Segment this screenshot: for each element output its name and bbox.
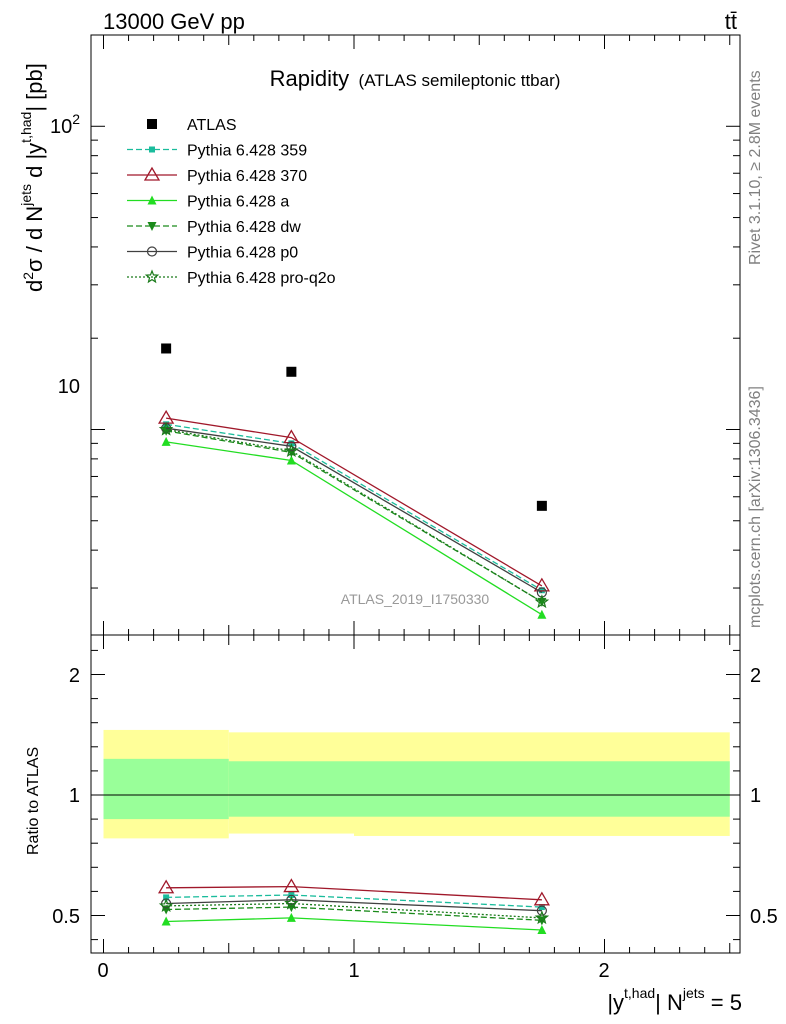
data-point-pythia-6-428-370-2 — [533, 577, 551, 592]
data-point-pythia-6-428-p0-1 — [286, 441, 297, 452]
ratio-ytick-label-left-2: 2 — [69, 665, 80, 687]
series-line-pythia-6-428-359 — [166, 423, 543, 591]
ratio-band-inner-bin-0 — [103, 758, 229, 820]
legend: ATLAS Pythia 6.428 359 Pythia 6.428 370 Pyt… — [127, 117, 336, 287]
chart-subtitle: (ATLAS semileptonic ttbar) — [359, 71, 561, 90]
ratio-point-pythia-6-428-359-0 — [163, 894, 170, 901]
ratio-point-pythia-6-428-359-2 — [538, 904, 545, 911]
legend-marker-pythia-6-428-dw — [147, 222, 157, 231]
series-line-pythia-6-428-370 — [166, 417, 543, 587]
data-point-pythia-6-428-pro-q2o-1 — [284, 443, 299, 458]
ratio-line-pythia-6-428-dw — [166, 906, 542, 921]
ratio-line-pythia-6-428-370 — [166, 885, 542, 901]
ratio-line-pythia-6-428-pro-q2o — [166, 902, 542, 919]
data-point-pythia-6-428-359-1 — [288, 440, 295, 447]
process-label: tt̄ — [725, 9, 737, 34]
ratio-line-pythia-6-428-359 — [166, 894, 542, 908]
ratio-bands — [103, 729, 730, 839]
series-line-pythia-6-428-pro-q2o — [165, 428, 543, 603]
energy-label: 13000 GeV pp — [103, 9, 245, 34]
data-point-pythia-6-428-370-1 — [283, 429, 300, 444]
ratio-ytick-label-right-0.5: 0.5 — [750, 906, 778, 928]
data-point-atlas-2 — [536, 500, 547, 511]
ratio-point-pythia-6-428-pro-q2o-1 — [284, 895, 299, 910]
ytick-label-100-base: 10 — [50, 116, 72, 138]
data-point-atlas-0 — [161, 343, 172, 354]
ratio-line-pythia-6-428-p0 — [166, 899, 542, 912]
x-axis-label: |yt,had| Njets = 5 — [607, 985, 742, 1015]
ratio-point-pythia-6-428-370-2 — [533, 891, 551, 906]
legend-label-pythia-6-428-pro-q2o: Pythia 6.428 pro-q2o — [187, 270, 336, 287]
ratio-point-pythia-6-428-370-0 — [157, 879, 175, 894]
main-x-ticks — [103, 35, 731, 635]
ratio-y-ticks — [91, 649, 740, 941]
legend-marker-pythia-6-428-pro-q2o — [144, 269, 160, 284]
ytick-label-100-exp: 2 — [72, 111, 80, 127]
data-point-pythia-6-428-a-0 — [161, 436, 171, 446]
series-line-pythia-6-428-a — [166, 441, 543, 616]
data-point-atlas-1 — [286, 366, 297, 377]
ratio-x-ticks — [103, 635, 731, 953]
ratio-point-pythia-6-428-a-2 — [537, 924, 547, 934]
data-point-pythia-6-428-pro-q2o-0 — [158, 421, 174, 436]
main-y-ticks — [91, 34, 740, 589]
legend-marker-pythia-6-428-370 — [143, 166, 161, 181]
ratio-ytick-label-right-1: 1 — [750, 785, 761, 807]
ratio-point-pythia-6-428-a-0 — [161, 916, 171, 926]
ratio-ytick-label-left-0.5: 0.5 — [52, 906, 80, 928]
ratio-line-pythia-6-428-a — [166, 917, 542, 931]
legend-label-pythia-6-428-a: Pythia 6.428 a — [187, 194, 289, 211]
rivet-version-label: Rivet 3.1.10, ≥ 2.8M events — [747, 70, 764, 265]
chart-title: Rapidity (ATLAS semileptonic ttbar) — [270, 66, 561, 91]
xtick-label-0: 0 — [97, 960, 108, 982]
series-line-pythia-6-428-dw — [165, 430, 543, 603]
ratio-ytick-label-right-2: 2 — [750, 665, 761, 687]
legend-marker-atlas — [147, 119, 157, 129]
ratio-series-layer — [157, 878, 551, 934]
legend-label-pythia-6-428-370: Pythia 6.428 370 — [187, 168, 307, 185]
ratio-point-pythia-6-428-a-1 — [286, 912, 296, 922]
legend-label-pythia-6-428-359: Pythia 6.428 359 — [187, 143, 307, 160]
analysis-watermark: ATLAS_2019_I1750330 — [341, 591, 490, 607]
ratio-band-inner-bin-2 — [354, 761, 730, 817]
ratio-ytick-label-left-1: 1 — [69, 785, 80, 807]
ytick-label-100: 102 — [50, 111, 80, 138]
legend-label-pythia-6-428-p0: Pythia 6.428 p0 — [187, 245, 298, 262]
legend-marker-pythia-6-428-359 — [149, 146, 155, 153]
chart-title-main: Rapidity — [270, 66, 349, 91]
legend-marker-pythia-6-428-a — [147, 195, 157, 205]
ratio-point-pythia-6-428-pro-q2o-0 — [158, 898, 174, 913]
legend-marker-pythia-6-428-p0 — [146, 246, 158, 257]
data-point-pythia-6-428-a-2 — [537, 609, 547, 619]
ratio-point-pythia-6-428-370-1 — [283, 878, 300, 893]
ratio-point-pythia-6-428-p0-1 — [286, 894, 297, 905]
ratio-panel-frame — [90, 634, 741, 954]
xtick-label-2: 2 — [598, 960, 609, 982]
mcplots-label: mcplots.cern.ch [arXiv:1306.3436] — [747, 386, 764, 628]
legend-label-atlas: ATLAS — [187, 117, 237, 134]
ratio-point-pythia-6-428-p0-2 — [536, 905, 547, 916]
legend-label-pythia-6-428-dw: Pythia 6.428 dw — [187, 219, 301, 236]
main-y-axis-label: d2σ / d Njets d |yt,had| [pb] — [18, 63, 47, 292]
ratio-point-pythia-6-428-pro-q2o-2 — [534, 910, 550, 925]
data-point-pythia-6-428-pro-q2o-2 — [534, 594, 550, 609]
xtick-label-1: 1 — [348, 960, 359, 982]
main-series-layer — [157, 343, 551, 619]
ratio-band-inner-bin-1 — [228, 761, 354, 817]
data-point-pythia-6-428-a-1 — [286, 455, 296, 465]
ratio-y-axis-label: Ratio to ATLAS — [25, 747, 42, 855]
ytick-label-10: 10 — [58, 376, 80, 398]
